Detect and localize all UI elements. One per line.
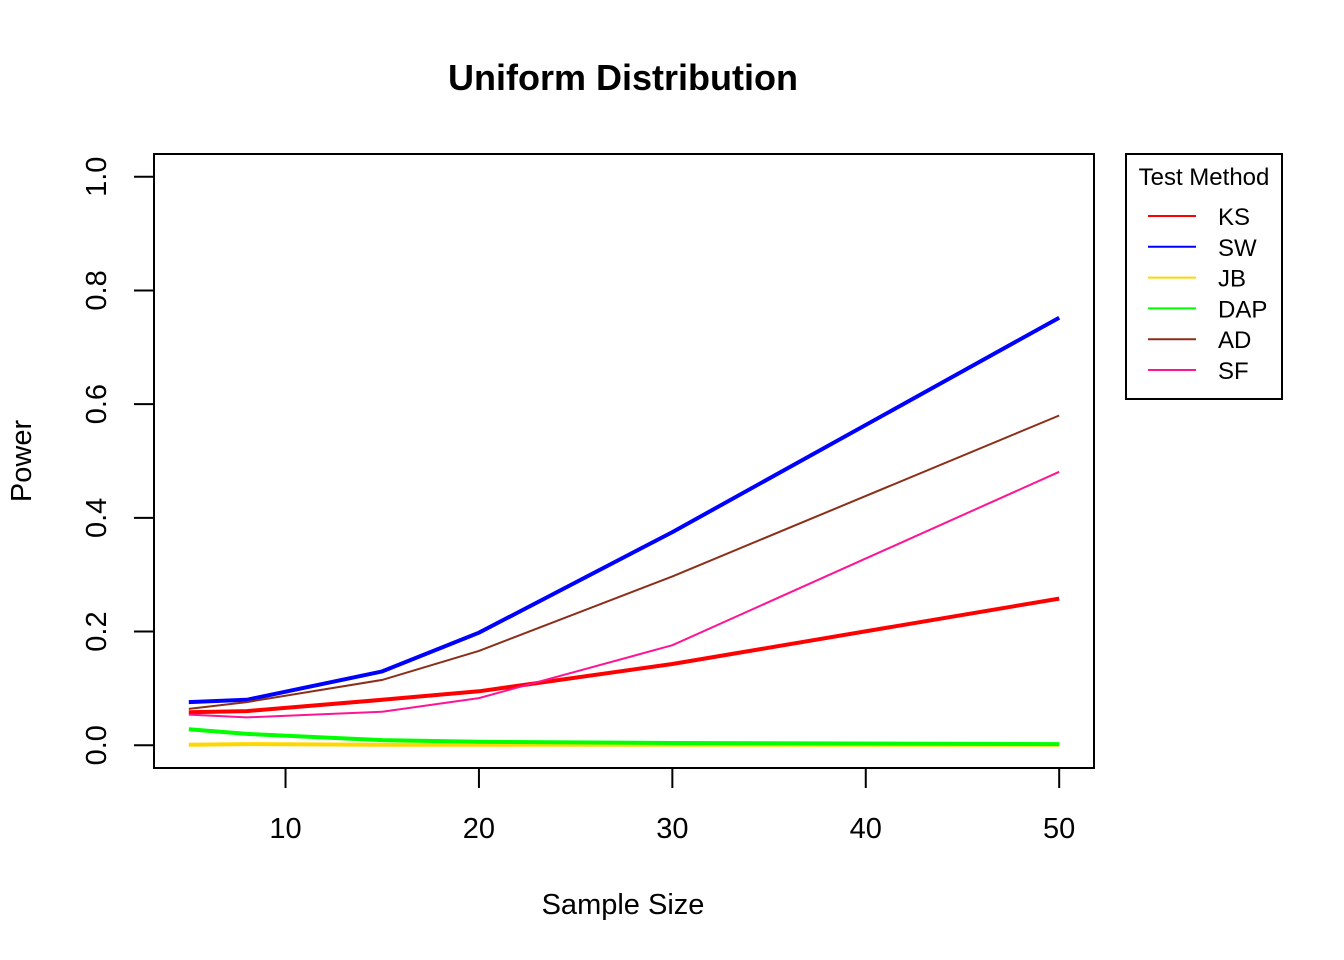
x-tick-label: 20: [463, 813, 495, 845]
y-tick-label: 0.4: [81, 498, 113, 538]
legend-box: [1125, 153, 1283, 400]
y-tick-label: 0.6: [81, 384, 113, 424]
series-line-ad: [188, 414, 1060, 710]
chart-title: Uniform Distribution: [448, 57, 798, 98]
x-tick-label: 10: [269, 813, 301, 845]
x-axis: 10 20 30 40 50: [269, 768, 1075, 845]
legend-label-sf: SF: [1218, 358, 1249, 385]
series-line-sw: [188, 315, 1061, 705]
legend: Test Method KS SW JB DAP AD SF: [1125, 153, 1283, 400]
y-tick-label: 0.2: [81, 611, 113, 651]
plot-frame: [153, 153, 1095, 769]
series-line-dap: [188, 727, 1060, 747]
series-line-ks: [188, 596, 1060, 715]
legend-label-jb: JB: [1218, 266, 1246, 293]
x-tick-label: 40: [850, 813, 882, 845]
legend-label-ad: AD: [1218, 327, 1251, 354]
x-tick-label: 50: [1043, 813, 1075, 845]
y-tick-label: 0.8: [81, 270, 113, 310]
y-tick-label: 1.0: [81, 157, 113, 197]
x-tick-label: 30: [656, 813, 688, 845]
legend-label-dap: DAP: [1218, 296, 1267, 323]
legend-label-ks: KS: [1218, 204, 1250, 231]
legend-title: Test Method: [1139, 164, 1270, 191]
x-axis-label: Sample Size: [542, 889, 705, 921]
series-lines: [188, 315, 1061, 747]
y-axis: 0.0 0.2 0.4 0.6 0.8 1.0: [81, 157, 154, 765]
legend-label-sw: SW: [1218, 235, 1257, 262]
legend-items: KS SW JB DAP AD SF: [1148, 204, 1267, 385]
y-axis-label: Power: [6, 420, 38, 503]
y-tick-label: 0.0: [81, 725, 113, 765]
series-line-sf: [188, 470, 1060, 719]
